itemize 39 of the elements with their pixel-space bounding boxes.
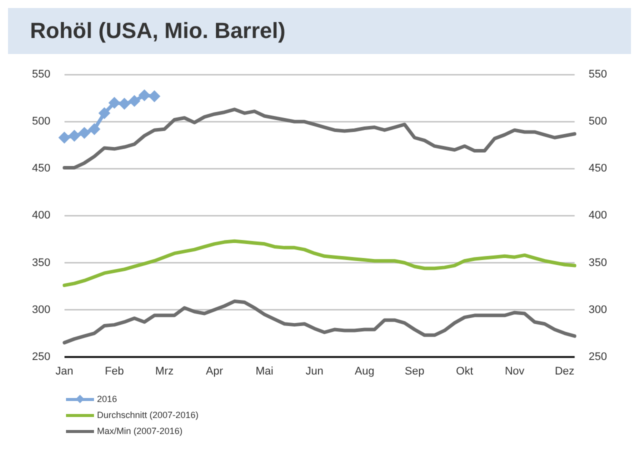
x-tick-label: Feb <box>104 365 124 378</box>
x-tick-label: Dez <box>554 365 574 378</box>
point <box>69 130 80 141</box>
point <box>149 90 160 102</box>
x-tick-label: Okt <box>456 365 474 378</box>
x-tick-label: Mai <box>256 365 274 378</box>
y2-tick-label: 300 <box>588 304 608 316</box>
y-tick-label: 350 <box>32 256 50 269</box>
legend-label: 2016 <box>97 394 118 404</box>
x-tick-label: Mrz <box>155 365 174 378</box>
point <box>79 128 90 138</box>
y2-tick-label: 550 <box>588 68 608 81</box>
y-tick-label: 300 <box>32 304 50 316</box>
x-tick-label: Jun <box>306 365 324 378</box>
x-tick-label: Apr <box>206 365 224 378</box>
y-tick-label: 250 <box>32 350 50 363</box>
x-tick-label: Nov <box>504 365 525 378</box>
legend-label: Max/Min (2007-2016) <box>97 426 183 436</box>
point <box>89 124 100 134</box>
point <box>139 90 150 101</box>
y-tick-label: 400 <box>32 210 50 222</box>
point <box>99 108 110 118</box>
point <box>59 132 70 143</box>
point <box>119 98 130 110</box>
x-tick-label: Jan <box>55 365 74 378</box>
y2-tick-label: 500 <box>588 116 608 128</box>
x-tick-label: Sep <box>404 365 424 378</box>
y-tick-label: 500 <box>32 116 50 128</box>
y2-tick-label: 350 <box>588 256 608 269</box>
y2-tick-label: 450 <box>588 162 608 175</box>
y2-tick-label: 400 <box>588 210 608 222</box>
legend-label: Durchschnitt (2007-2016) <box>97 410 199 420</box>
chart-title: Rohöl (USA, Mio. Barrel) <box>8 8 631 54</box>
y-tick-label: 450 <box>32 162 50 175</box>
y-tick-label: 550 <box>32 68 50 81</box>
point <box>109 98 120 108</box>
x-tick-label: Aug <box>354 365 374 378</box>
point <box>129 96 140 106</box>
y2-tick-label: 250 <box>588 350 608 363</box>
